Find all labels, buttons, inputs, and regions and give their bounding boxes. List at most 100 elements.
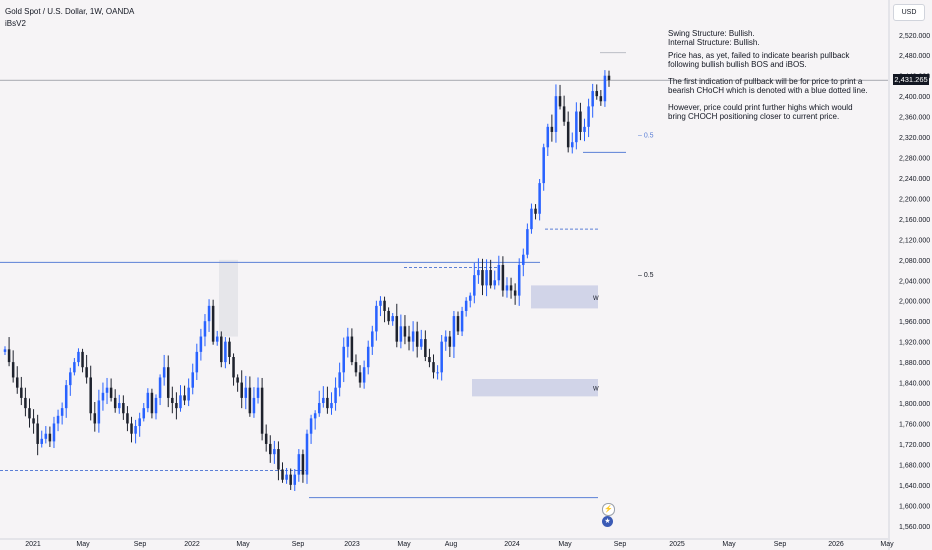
candle-body bbox=[36, 423, 39, 444]
candle-body bbox=[477, 270, 480, 276]
y-tick-label: 2,320.000 bbox=[899, 135, 930, 142]
candle-body bbox=[113, 397, 117, 409]
indicator-label[interactable]: iBsV2 bbox=[5, 19, 26, 28]
candle-body bbox=[440, 341, 443, 373]
us-flag-icon[interactable]: ★ bbox=[602, 516, 613, 527]
candle-body bbox=[399, 326, 403, 342]
candle-body bbox=[171, 397, 174, 404]
candle-body bbox=[575, 111, 578, 143]
candle-body bbox=[330, 403, 333, 409]
note-paragraph-3: However, price could print further highs… bbox=[668, 103, 853, 121]
candle-body bbox=[517, 264, 521, 296]
currency-button[interactable]: USD bbox=[893, 4, 925, 21]
candle-body bbox=[456, 316, 460, 332]
y-tick-label: 2,160.000 bbox=[899, 217, 930, 224]
candle-body bbox=[322, 397, 325, 404]
candle-body bbox=[154, 397, 158, 414]
candle-body bbox=[497, 264, 501, 281]
candle-body bbox=[546, 126, 550, 148]
candle-body bbox=[391, 316, 394, 322]
candle-body bbox=[269, 443, 272, 455]
candle-body bbox=[248, 387, 252, 414]
candle-body bbox=[554, 96, 558, 132]
y-tick-label: 2,120.000 bbox=[899, 237, 930, 244]
candle-body bbox=[358, 372, 362, 383]
candle-body bbox=[420, 339, 423, 347]
candle-body bbox=[493, 280, 496, 286]
candle-body bbox=[77, 351, 80, 363]
candle-body bbox=[403, 326, 407, 337]
candle-body bbox=[281, 469, 284, 480]
x-tick-label: 2022 bbox=[184, 541, 200, 548]
x-tick-label: Sep bbox=[292, 541, 305, 548]
candle-body bbox=[407, 336, 411, 342]
candle-body bbox=[97, 400, 101, 424]
candle-body bbox=[183, 395, 186, 401]
y-tick-label: 2,280.000 bbox=[899, 156, 930, 163]
candle-body bbox=[460, 310, 464, 332]
candle-body bbox=[273, 449, 276, 455]
candle-body bbox=[371, 331, 374, 347]
candle-body bbox=[130, 423, 133, 434]
flash-icon[interactable]: ⚡ bbox=[602, 503, 615, 516]
candle-body bbox=[534, 208, 537, 214]
candle-body bbox=[146, 392, 150, 409]
candle-body bbox=[11, 362, 15, 378]
candle-body bbox=[126, 413, 129, 424]
candle-body bbox=[566, 121, 570, 148]
x-tick-label: Sep bbox=[774, 541, 787, 548]
candle-body bbox=[489, 270, 492, 286]
x-tick-label: 2023 bbox=[344, 541, 360, 548]
candle-body bbox=[448, 336, 452, 347]
x-tick-label: May bbox=[880, 541, 894, 548]
order-block-label: W bbox=[593, 387, 599, 393]
y-tick-label: 1,680.000 bbox=[899, 462, 930, 469]
candle-body bbox=[81, 351, 84, 368]
equilibrium-label: – 0.5 bbox=[638, 133, 654, 140]
candle-body bbox=[366, 346, 370, 368]
y-tick-label: 2,240.000 bbox=[899, 176, 930, 183]
candle-body bbox=[505, 285, 509, 291]
candle-body bbox=[342, 346, 345, 373]
candle-body bbox=[244, 387, 248, 398]
candle-body bbox=[481, 270, 484, 286]
candle-body bbox=[134, 426, 137, 434]
candle-body bbox=[464, 300, 468, 311]
equilibrium-label: – 0.5 bbox=[638, 272, 654, 279]
candle-body bbox=[215, 336, 219, 342]
candle-body bbox=[571, 142, 574, 148]
candle-body bbox=[542, 147, 545, 184]
candle-body bbox=[32, 418, 35, 424]
y-tick-label: 1,720.000 bbox=[899, 442, 930, 449]
candle-body bbox=[558, 96, 562, 107]
internal-structure-text: Internal Structure: Bullish. bbox=[668, 38, 760, 47]
y-tick-label: 1,920.000 bbox=[899, 340, 930, 347]
order-block-label: W bbox=[593, 296, 599, 302]
candle-body bbox=[179, 395, 182, 409]
x-tick-label: Sep bbox=[614, 541, 627, 548]
x-tick-label: May bbox=[397, 541, 411, 548]
swing-structure-text: Swing Structure: Bullish. bbox=[668, 29, 755, 38]
candle-body bbox=[599, 96, 603, 102]
candle-body bbox=[468, 295, 472, 301]
candle-body bbox=[28, 408, 31, 419]
candle-body bbox=[305, 433, 309, 475]
candle-body bbox=[293, 474, 297, 485]
x-tick-label: Sep bbox=[134, 541, 147, 548]
y-tick-label: 2,200.000 bbox=[899, 196, 930, 203]
candle-body bbox=[383, 300, 386, 311]
candle-body bbox=[232, 356, 235, 378]
candle-body bbox=[118, 403, 121, 409]
y-tick-label: 2,400.000 bbox=[899, 94, 930, 101]
candle-body bbox=[7, 349, 11, 363]
candle-body bbox=[473, 275, 476, 296]
y-tick-label: 2,000.000 bbox=[899, 299, 930, 306]
y-tick-label: 1,560.000 bbox=[899, 524, 930, 531]
x-tick-label: 2026 bbox=[828, 541, 844, 548]
symbol-title[interactable]: Gold Spot / U.S. Dollar, 1W, OANDA bbox=[5, 7, 135, 16]
candle-body bbox=[379, 300, 382, 306]
candle-body bbox=[562, 106, 566, 122]
order-block-zone bbox=[531, 285, 598, 309]
